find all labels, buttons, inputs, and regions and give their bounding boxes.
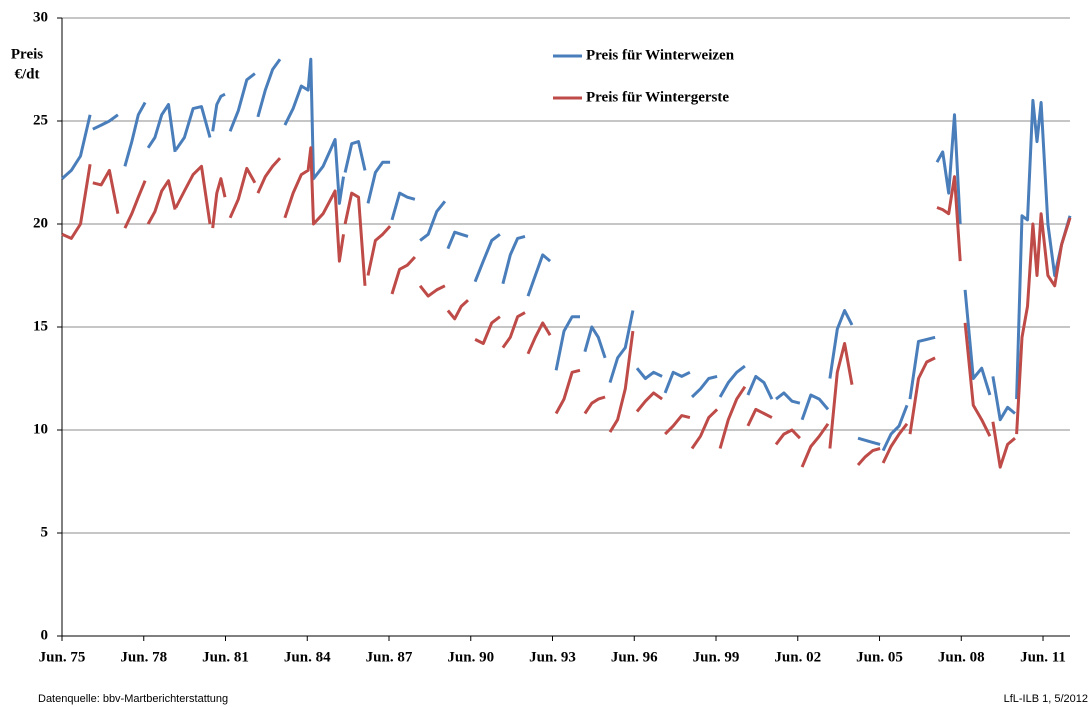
x-tick-label: Jun. 75 (39, 649, 86, 665)
y-tick-label: 10 (33, 421, 48, 437)
x-tick-label: Jun. 93 (529, 649, 576, 665)
y-axis-label: €/dt (14, 66, 39, 82)
x-tick-label: Jun. 02 (774, 649, 821, 665)
x-tick-label: Jun. 84 (284, 649, 331, 665)
series-line (61, 146, 1072, 469)
y-axis-label: Preis (11, 46, 43, 62)
y-tick-label: 25 (33, 112, 48, 128)
legend-label: Preis für Wintergerste (586, 89, 729, 105)
x-tick-label: Jun. 11 (1020, 649, 1066, 665)
y-tick-label: 5 (41, 524, 49, 540)
y-tick-label: 30 (33, 9, 48, 25)
source-note: Datenquelle: bbv-Martberichterstattung (38, 693, 228, 705)
credit-note: LfL-ILB 1, 5/2012 (1004, 693, 1088, 705)
x-tick-label: Jun. 08 (938, 649, 985, 665)
y-tick-label: 20 (33, 215, 48, 231)
x-tick-label: Jun. 81 (202, 649, 249, 665)
x-tick-label: Jun. 78 (120, 649, 167, 665)
legend-label: Preis für Winterweizen (586, 47, 735, 63)
y-tick-label: 0 (41, 627, 49, 643)
x-tick-label: Jun. 87 (366, 649, 413, 665)
x-tick-label: Jun. 96 (611, 649, 658, 665)
y-tick-label: 15 (33, 318, 48, 334)
x-tick-label: Jun. 05 (856, 649, 903, 665)
x-tick-label: Jun. 90 (447, 649, 494, 665)
x-tick-label: Jun. 99 (693, 649, 740, 665)
series-line (61, 57, 1072, 452)
